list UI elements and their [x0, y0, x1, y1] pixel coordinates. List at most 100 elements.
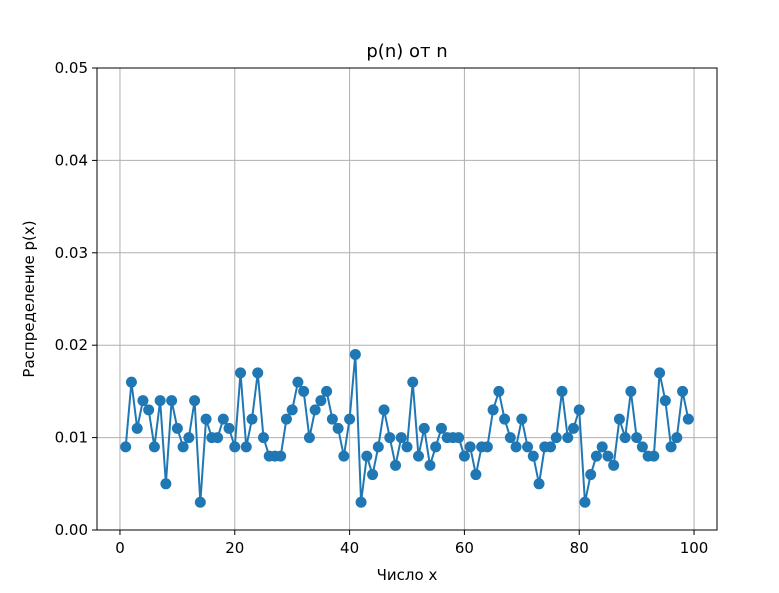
data-point	[573, 404, 585, 416]
data-point	[183, 432, 195, 444]
data-point	[240, 441, 252, 453]
data-point	[671, 432, 683, 444]
data-point	[545, 441, 557, 453]
data-point	[464, 441, 476, 453]
data-point	[143, 404, 155, 416]
data-point	[636, 441, 648, 453]
x-tick-label: 60	[455, 539, 474, 557]
data-point	[131, 422, 143, 434]
data-point	[344, 413, 356, 425]
data-point	[418, 422, 430, 434]
data-point	[137, 395, 149, 407]
data-point	[229, 441, 241, 453]
plot-frame	[96, 67, 718, 531]
data-point	[550, 432, 562, 444]
data-point	[567, 422, 579, 434]
data-point	[171, 422, 183, 434]
y-tick-label: 0.05	[55, 59, 88, 77]
data-point	[682, 413, 694, 425]
data-point	[625, 385, 637, 397]
y-tick-label: 0.04	[55, 151, 88, 169]
data-point	[166, 395, 178, 407]
y-tick-label: 0.02	[55, 336, 88, 354]
data-point	[120, 441, 132, 453]
data-point	[481, 441, 493, 453]
x-tick-label: 20	[225, 539, 244, 557]
data-point	[200, 413, 212, 425]
data-point	[332, 422, 344, 434]
data-point	[631, 432, 643, 444]
data-point	[602, 450, 614, 462]
data-point	[516, 413, 528, 425]
data-point	[217, 413, 229, 425]
data-point	[659, 395, 671, 407]
data-point	[303, 432, 315, 444]
data-point	[407, 376, 419, 388]
data-point	[275, 450, 287, 462]
y-axis-label: Распределение p(x)	[20, 220, 38, 377]
data-point	[148, 441, 160, 453]
data-point	[326, 413, 338, 425]
y-tick-label: 0.00	[55, 521, 88, 539]
data-point	[194, 496, 206, 508]
ticks: 0 20 40 60 80 100 0.00 0.01 0.02 0.03 0.04 0.05	[55, 59, 709, 557]
data-point	[390, 459, 402, 471]
data-point	[378, 404, 390, 416]
data-point	[298, 385, 310, 397]
data-point	[562, 432, 574, 444]
data-point	[458, 450, 470, 462]
data-point	[309, 404, 321, 416]
data-point	[177, 441, 189, 453]
data-point	[372, 441, 384, 453]
data-point	[608, 459, 620, 471]
data-point	[154, 395, 166, 407]
data-point	[453, 432, 465, 444]
data-point	[349, 348, 361, 360]
data-point	[619, 432, 631, 444]
data-point	[257, 432, 269, 444]
data-point	[504, 432, 516, 444]
series-layer	[120, 348, 694, 508]
data-point	[235, 367, 247, 379]
data-point	[223, 422, 235, 434]
data-point	[596, 441, 608, 453]
x-axis-label: Число x	[377, 566, 438, 584]
data-point	[401, 441, 413, 453]
data-point	[315, 395, 327, 407]
data-point	[189, 395, 201, 407]
data-point	[384, 432, 396, 444]
data-point	[493, 385, 505, 397]
data-point	[435, 422, 447, 434]
data-point	[487, 404, 499, 416]
data-point	[246, 413, 258, 425]
x-tick-label: 40	[340, 539, 359, 557]
x-tick-label: 80	[570, 539, 589, 557]
data-point	[252, 367, 264, 379]
data-point	[424, 459, 436, 471]
data-point	[648, 450, 660, 462]
data-point	[361, 450, 373, 462]
data-point	[338, 450, 350, 462]
data-point	[412, 450, 424, 462]
data-point	[367, 469, 379, 481]
x-tick-label: 0	[115, 539, 125, 557]
data-point	[321, 385, 333, 397]
data-point	[499, 413, 511, 425]
data-point	[280, 413, 292, 425]
data-point	[665, 441, 677, 453]
data-point	[292, 376, 304, 388]
y-tick-label: 0.03	[55, 244, 88, 262]
data-point	[522, 441, 534, 453]
data-point	[585, 469, 597, 481]
data-point	[125, 376, 137, 388]
data-point	[533, 478, 545, 490]
data-point	[160, 478, 172, 490]
data-point	[613, 413, 625, 425]
y-tick-label: 0.01	[55, 429, 88, 447]
chart-title: p(n) от n	[366, 41, 447, 62]
data-point	[286, 404, 298, 416]
data-point	[212, 432, 224, 444]
data-point	[355, 496, 367, 508]
